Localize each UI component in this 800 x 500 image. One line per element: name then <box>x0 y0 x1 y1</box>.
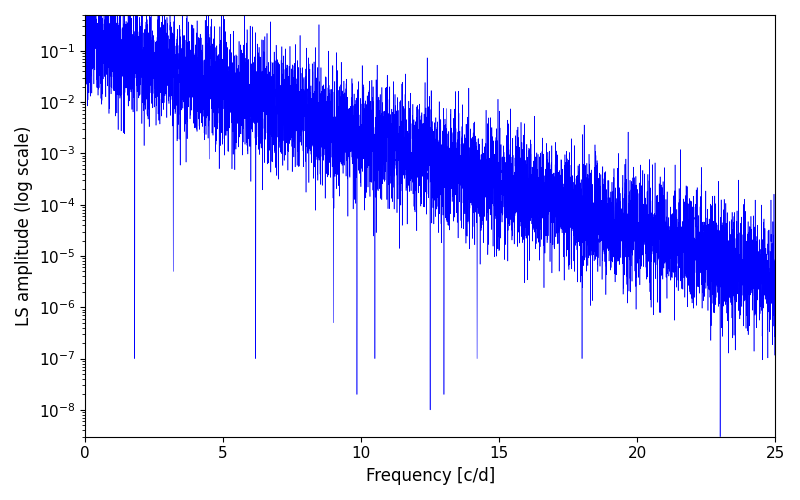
Y-axis label: LS amplitude (log scale): LS amplitude (log scale) <box>15 126 33 326</box>
X-axis label: Frequency [c/d]: Frequency [c/d] <box>366 467 494 485</box>
